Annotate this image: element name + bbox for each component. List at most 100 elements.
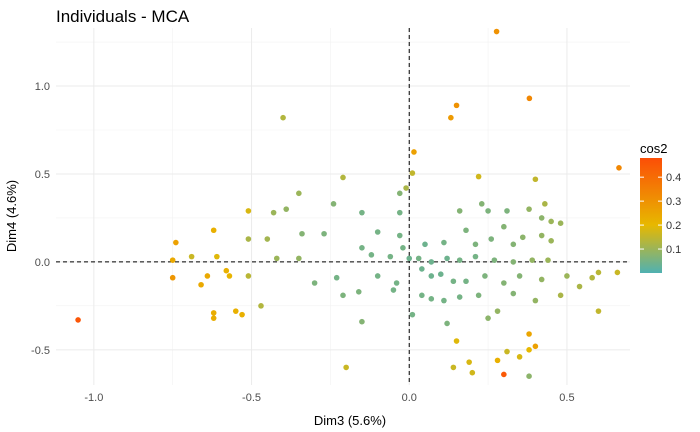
legend-ticks: 0.1 0.2 0.3 0.4 <box>640 172 681 256</box>
data-point <box>526 95 533 102</box>
data-point <box>491 257 498 263</box>
data-point <box>422 241 428 248</box>
data-point <box>232 308 239 314</box>
data-point <box>526 373 532 380</box>
data-point <box>595 308 602 314</box>
reference-lines <box>56 28 630 385</box>
data-point <box>472 253 479 260</box>
data-point <box>564 273 570 279</box>
y-axis-label: Dim4 (4.6%) <box>4 180 19 252</box>
data-point <box>494 308 501 314</box>
data-point <box>444 255 450 262</box>
data-point <box>393 280 400 286</box>
data-point <box>510 290 517 297</box>
data-point <box>548 237 554 244</box>
data-point <box>340 174 346 181</box>
data-point <box>526 206 532 212</box>
data-point <box>283 206 290 212</box>
data-point <box>478 201 485 207</box>
data-point <box>501 371 507 378</box>
data-point <box>472 241 479 248</box>
data-point <box>542 201 548 207</box>
data-point <box>428 273 435 279</box>
data-point <box>210 315 217 321</box>
data-point <box>510 259 517 265</box>
data-point <box>419 266 425 272</box>
data-point <box>245 236 252 242</box>
data-point <box>548 218 554 225</box>
data-point <box>204 273 211 279</box>
data-point <box>504 348 510 355</box>
data-point <box>450 364 457 371</box>
legend-tick-label: 0.3 <box>666 196 681 208</box>
data-point <box>280 114 286 121</box>
data-point <box>510 241 517 248</box>
data-point <box>616 165 622 171</box>
data-point <box>516 354 523 360</box>
data-point <box>456 208 463 214</box>
data-point <box>485 315 491 321</box>
data-point <box>374 273 381 279</box>
data-point <box>273 255 280 262</box>
data-point <box>557 292 564 299</box>
data-point <box>390 287 397 293</box>
data-point <box>396 209 403 216</box>
data-point <box>403 185 409 191</box>
legend-tick-label: 0.4 <box>666 172 681 184</box>
data-point <box>355 288 362 295</box>
data-point <box>475 292 482 299</box>
data-point <box>173 239 179 246</box>
y-tick-label: 0.5 <box>35 169 50 181</box>
data-point <box>419 292 425 299</box>
data-point <box>614 269 621 276</box>
data-point <box>519 234 526 241</box>
data-point <box>210 227 217 234</box>
legend-colorbar <box>640 158 662 273</box>
data-point <box>501 280 507 286</box>
x-tick-label: 0.5 <box>559 392 574 404</box>
data-point <box>396 232 403 239</box>
data-point <box>526 331 532 337</box>
y-axis-ticks: -0.5 0.0 0.5 1.0 <box>31 81 50 357</box>
major-gridlines <box>56 28 630 385</box>
data-point <box>504 208 510 214</box>
data-point <box>441 297 447 304</box>
data-point <box>576 283 583 290</box>
data-point <box>557 220 564 227</box>
data-point <box>214 253 220 260</box>
data-point <box>343 364 349 371</box>
data-point <box>258 303 264 309</box>
data-point <box>450 278 457 285</box>
data-point <box>453 338 460 344</box>
data-points <box>75 28 622 380</box>
x-axis-label: Dim3 (5.6%) <box>314 413 386 428</box>
x-axis-ticks: -1.0 -0.5 0.0 0.5 <box>84 392 574 404</box>
data-point <box>485 208 491 214</box>
data-point <box>444 320 450 327</box>
data-point <box>387 253 394 260</box>
data-point <box>482 273 488 279</box>
data-point <box>396 190 403 197</box>
cos2-legend: cos2 0.1 0.2 0.3 0.4 <box>640 141 681 273</box>
minor-gridlines <box>56 28 630 385</box>
data-point <box>333 274 340 281</box>
data-point <box>501 223 507 230</box>
data-point <box>441 239 447 246</box>
data-point <box>595 269 602 276</box>
data-point <box>359 318 365 325</box>
data-point <box>538 276 545 283</box>
plot-panel <box>56 28 630 385</box>
data-point <box>296 190 302 197</box>
data-point <box>359 245 365 251</box>
data-point <box>409 311 416 318</box>
data-point <box>463 278 469 285</box>
data-point <box>428 296 435 302</box>
data-point <box>75 317 81 323</box>
data-point <box>368 252 375 258</box>
data-point <box>448 114 454 121</box>
data-point <box>526 347 532 353</box>
data-point <box>516 273 523 279</box>
data-point <box>532 343 539 350</box>
data-point <box>463 227 469 234</box>
